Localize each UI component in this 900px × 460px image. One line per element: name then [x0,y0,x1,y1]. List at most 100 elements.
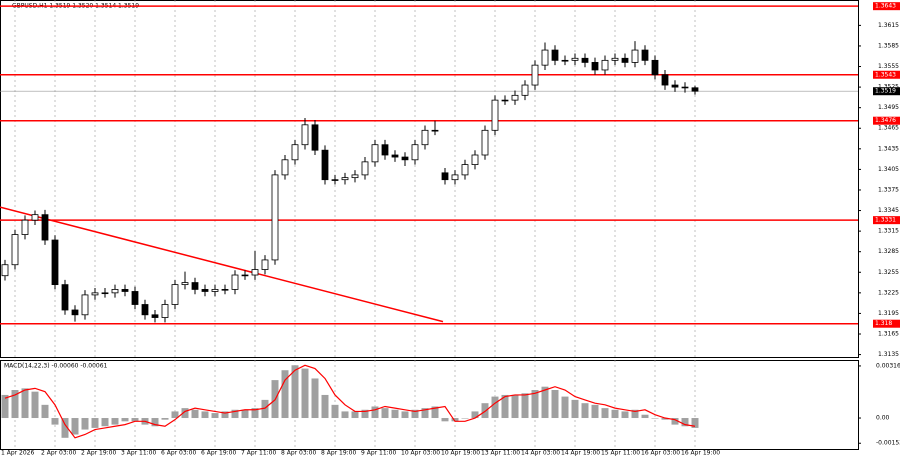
candle-body [461,164,469,176]
y-tick-label: 1.3465 [878,125,899,132]
candle-body [571,57,579,61]
candle-body [411,144,419,161]
candle-body [581,57,589,63]
macd-bar [121,418,129,422]
macd-bar [571,399,579,419]
y-tick-label: 1.3195 [878,310,899,317]
x-tick-label: 7 Apr 11:00 [241,450,276,457]
x-tick-label: 8 Apr 19:00 [321,450,356,457]
candle-body [501,99,509,102]
macd-bar [191,409,199,419]
x-tick-label: 14 Apr 19:00 [561,450,600,457]
candle-body [71,309,79,316]
candle-body [691,87,699,92]
level-label: 1.3331 [875,217,896,224]
y-tick-label: 1.3435 [878,145,899,152]
candle-body [601,59,609,71]
level-label-box [873,116,900,125]
candle-body [431,129,439,132]
x-tick-label: 16 Apr 19:00 [681,450,720,457]
candle-body [361,161,369,176]
macd-bar [1,394,9,419]
candle-body [101,292,109,295]
candle-body [251,269,259,276]
x-tick-label: 8 Apr 03:00 [281,450,316,457]
candle-body [31,214,39,221]
macd-bar [251,408,259,419]
macd-bar [221,411,229,419]
candle-body [621,57,629,63]
macd-bar [541,386,549,419]
candle-body [81,294,89,316]
x-tick-label: 6 Apr 19:00 [201,450,236,457]
candle-body [481,129,489,156]
candle-body [191,282,199,290]
candle-body [531,64,539,86]
macd-bar [181,408,189,419]
candle-body [151,314,159,318]
macd-bar [691,418,699,428]
y-tick-label: 1.3165 [878,330,899,337]
candle-body [331,179,339,181]
macd-bar [51,418,59,425]
trend-line [0,206,444,323]
macd-bar [431,406,439,419]
y-tick-label: -0.00153 [876,440,900,447]
macd-bar [661,418,669,420]
macd-bar [11,390,19,419]
macd-bar [361,409,369,419]
macd-bar [161,418,169,420]
level-label-box [873,319,900,328]
y-tick-label: 1.3615 [878,22,899,29]
candle-body [231,274,239,290]
macd-bar [471,411,479,419]
x-tick-label: 10 Apr 03:00 [401,450,440,457]
candle-body [421,129,429,146]
candle-body [291,144,299,161]
macd-bar [611,409,619,419]
macd-bar [61,418,69,438]
candle-body [651,59,659,76]
candle-body [661,74,669,86]
x-tick-label: 3 Apr 11:00 [121,450,156,457]
macd-bar [101,418,109,427]
candle-body [141,304,149,316]
macd-bar [321,394,329,419]
candle-body [311,124,319,151]
x-tick-label: 14 Apr 03:00 [521,450,560,457]
candle-body [611,57,619,61]
macd-bar [581,403,589,419]
macd-bar [331,404,339,419]
candle-body [351,174,359,179]
macd-bar [91,418,99,428]
candle-body [641,49,649,61]
candle-body [201,289,209,292]
candle-body [181,282,189,286]
candle-body [161,304,169,318]
candle-body [281,159,289,176]
candle-body [521,84,529,96]
macd-bar [201,411,209,419]
last-price-label: 1.3519 [875,88,896,95]
candle-body [21,219,29,235]
macd-bar [501,394,509,419]
macd-bar [291,365,299,419]
macd-bar [371,406,379,419]
macd-bar [391,409,399,419]
macd-bar [441,418,449,422]
macd-bar [281,370,289,419]
macd-bar [81,418,89,430]
macd-bar [671,418,679,425]
y-tick-label: 1.3495 [878,104,899,111]
macd-bar [641,414,649,419]
y-tick-label: 1.3225 [878,289,899,296]
macd-bar [241,409,249,419]
candle-body [591,62,599,71]
candle-body [171,284,179,305]
y-tick-label: 1.3285 [878,248,899,255]
candle-body [11,234,19,266]
candle-body [131,291,139,305]
level-label: 1.3476 [875,117,896,124]
